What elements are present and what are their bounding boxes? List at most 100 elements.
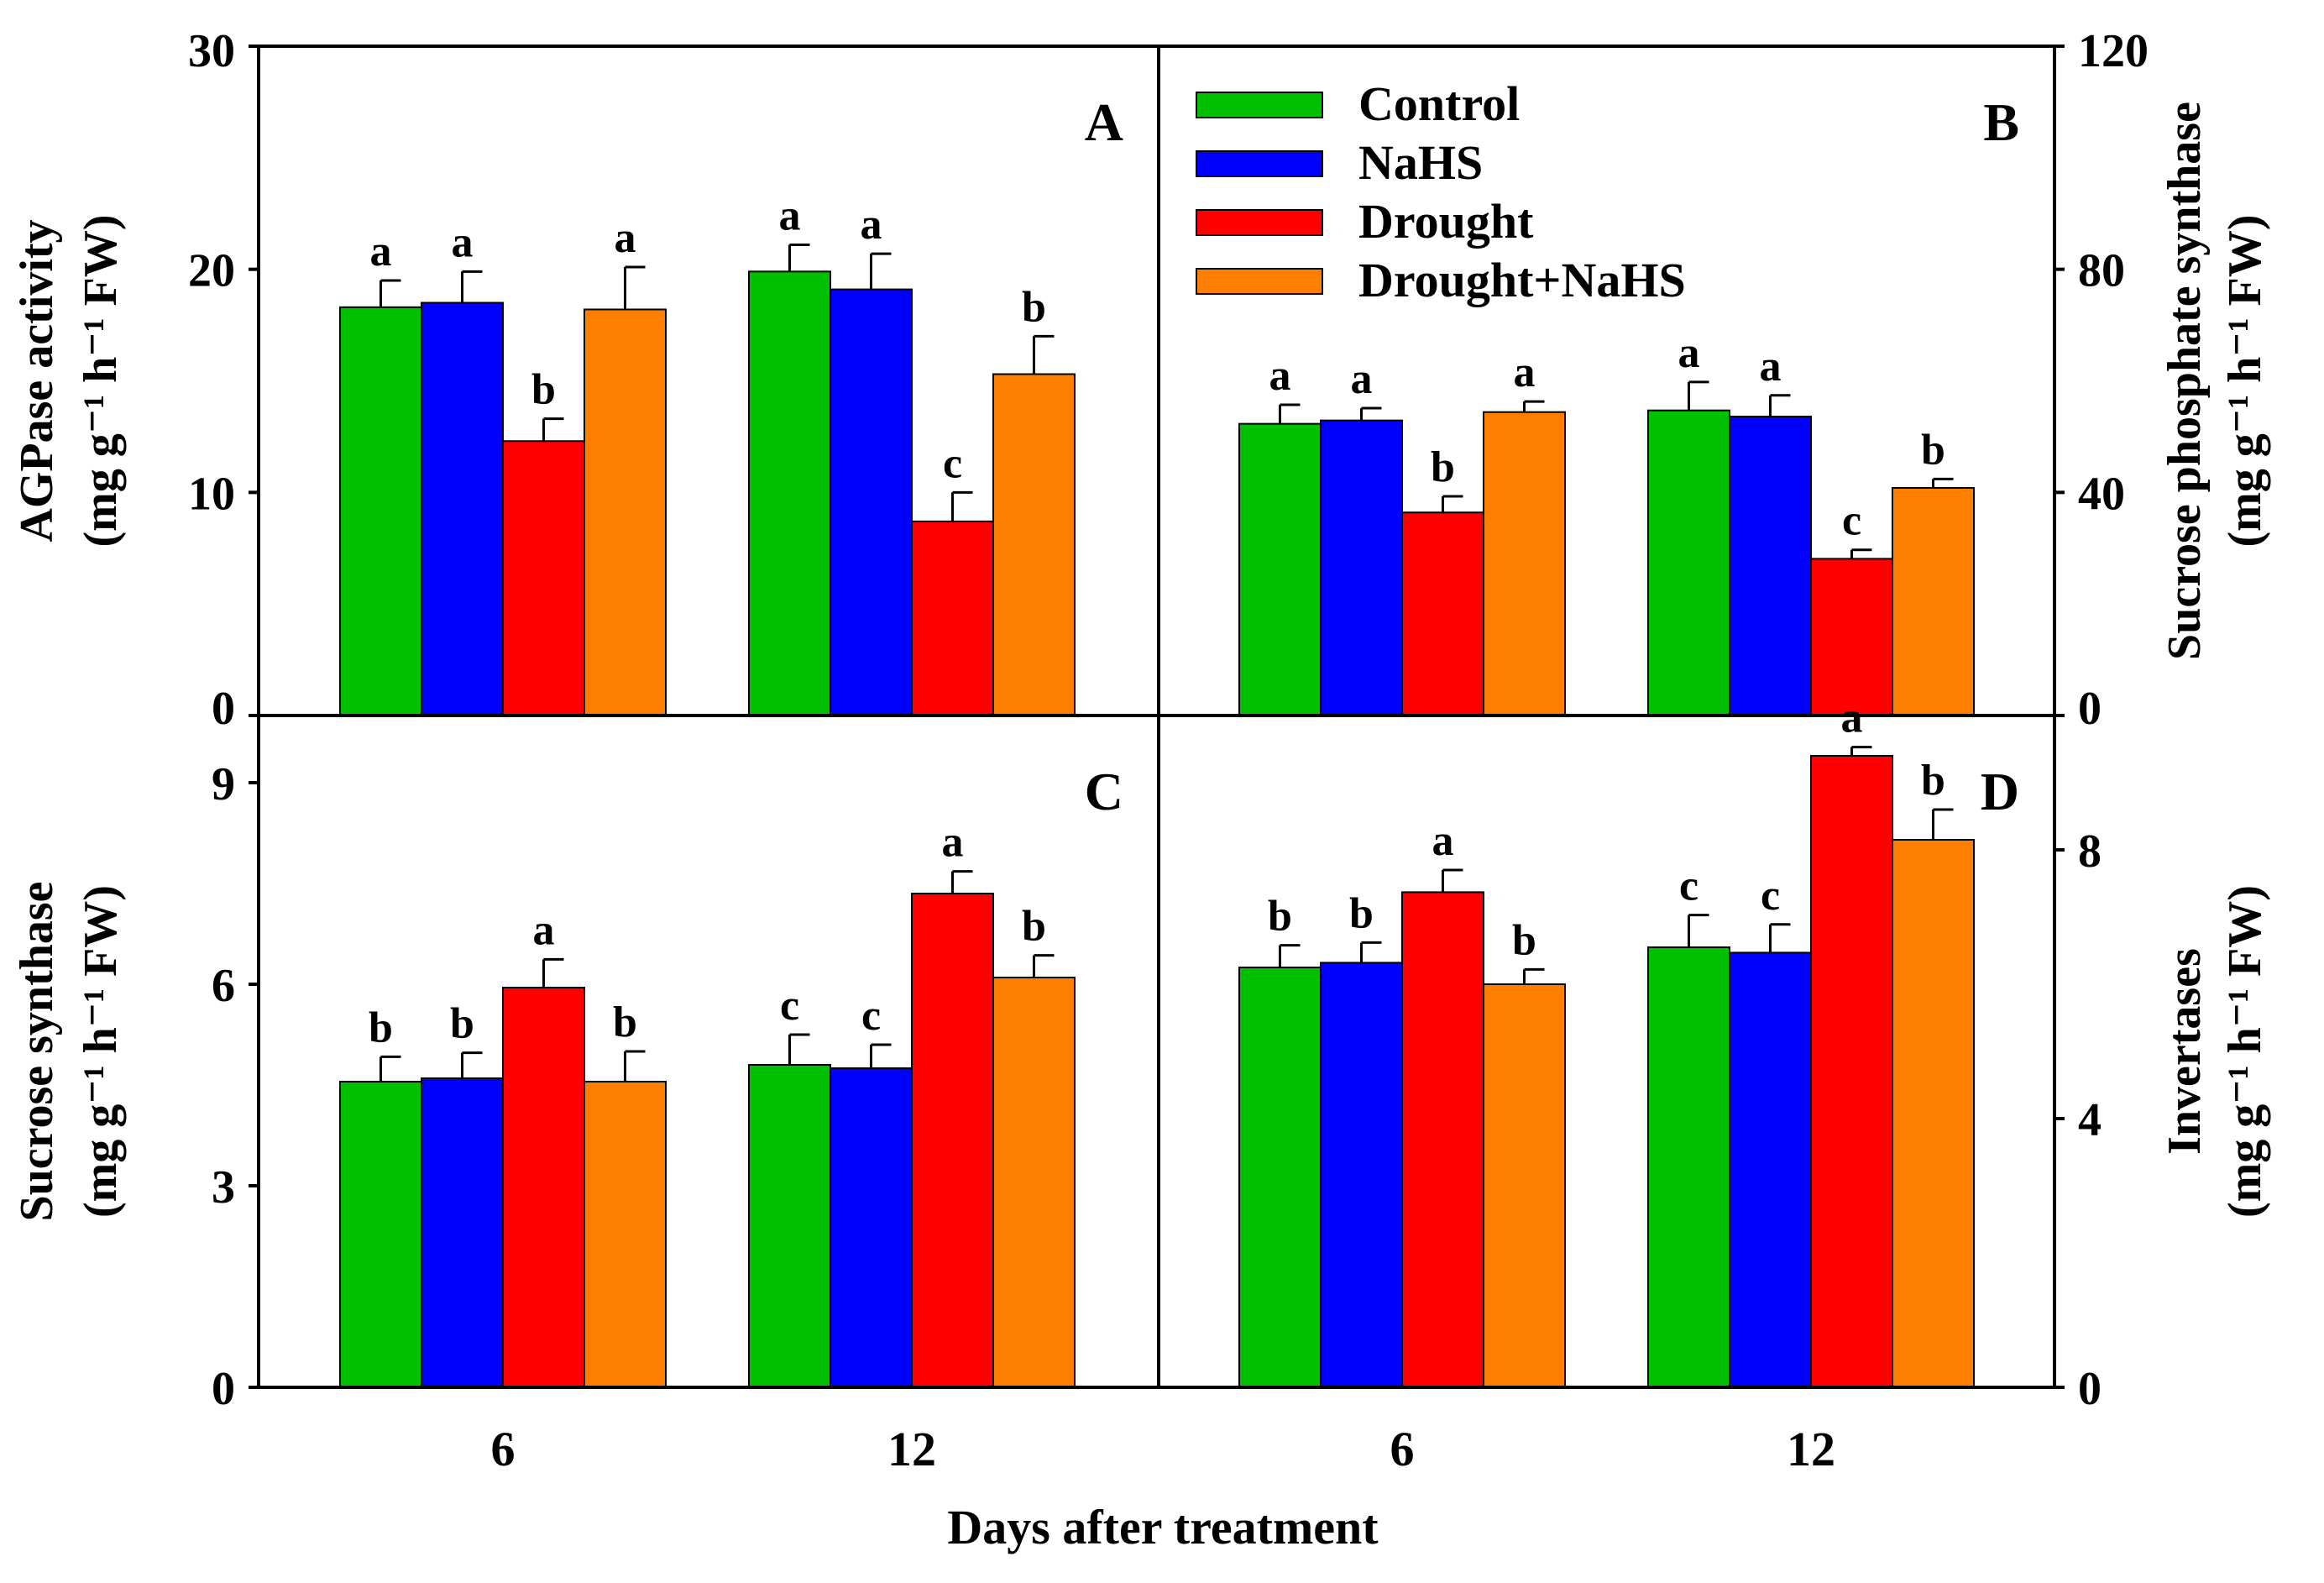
bar-C-nahs-6 — [421, 1077, 504, 1388]
bar-C-drought-nahs-12 — [992, 977, 1076, 1388]
y-tick-label: 0 — [2078, 1363, 2102, 1415]
panel-letter-D: D — [1981, 762, 2019, 821]
bar-A-nahs-6 — [421, 301, 504, 716]
legend-swatch-control — [1196, 92, 1323, 118]
x-category-label: 12 — [1787, 1422, 1835, 1476]
bar-D-nahs-6 — [1320, 962, 1403, 1389]
bar-C-control-12 — [748, 1064, 831, 1388]
bar-C-nahs-12 — [830, 1067, 913, 1388]
y-tick-label: 0 — [212, 683, 235, 735]
significance-letter: a — [452, 218, 474, 266]
legend-label: NaHS — [1358, 135, 1483, 190]
legend-label: Drought+NaHS — [1358, 253, 1686, 307]
y-tick-label: 30 — [188, 25, 235, 77]
significance-letter: a — [1269, 352, 1291, 400]
legend-swatch-nahs — [1196, 150, 1323, 177]
bar-B-nahs-6 — [1320, 419, 1403, 716]
y-axis-units-D: (mg g⁻¹ h⁻¹ FW) — [2219, 885, 2271, 1218]
x-category-label: 12 — [887, 1422, 936, 1476]
bar-D-drought-12 — [1810, 755, 1893, 1388]
bar-A-control-12 — [748, 270, 831, 717]
significance-letter: b — [1022, 903, 1046, 951]
significance-letter: b — [1921, 757, 1945, 805]
y-tick-label: 3 — [212, 1161, 235, 1213]
y-axis-title-A: AGPase activity — [11, 219, 63, 542]
y-axis-title-C: Sucrose synthase — [11, 881, 63, 1221]
significance-letter: a — [779, 191, 801, 239]
bar-D-drought-nahs-6 — [1483, 983, 1566, 1388]
y-axis-title-B: Sucrose phosphate synthase — [2159, 102, 2211, 660]
bar-B-nahs-12 — [1729, 416, 1812, 716]
significance-letter: c — [1761, 872, 1780, 920]
y-tick-label: 80 — [2078, 245, 2125, 297]
bar-D-control-12 — [1647, 946, 1730, 1388]
significance-letter: b — [450, 1000, 474, 1048]
significance-letter: a — [370, 228, 392, 275]
significance-letter: c — [1679, 862, 1699, 910]
significance-letter: c — [861, 992, 881, 1040]
x-category-label: 6 — [491, 1422, 516, 1476]
bar-C-drought-12 — [911, 893, 994, 1388]
significance-letter: c — [943, 439, 962, 487]
legend-swatch-drought-nahs — [1196, 268, 1323, 295]
significance-letter: b — [1921, 426, 1945, 474]
bar-B-drought-nahs-6 — [1483, 411, 1566, 716]
y-tick-label: 4 — [2078, 1094, 2102, 1146]
panel-letter-A: A — [1085, 92, 1123, 152]
bar-A-drought-nahs-6 — [584, 308, 667, 716]
panel-letter-C: C — [1085, 762, 1123, 821]
bar-C-control-6 — [339, 1081, 422, 1388]
significance-letter: b — [613, 999, 637, 1046]
significance-letter: a — [1432, 817, 1454, 865]
significance-letter: b — [1431, 443, 1455, 491]
bar-D-drought-nahs-12 — [1892, 839, 1975, 1388]
bar-D-control-6 — [1238, 967, 1322, 1388]
y-tick-label: 120 — [2078, 25, 2149, 77]
legend-swatch-drought — [1196, 209, 1323, 236]
significance-letter: a — [533, 906, 555, 954]
bar-A-drought-12 — [911, 520, 994, 716]
significance-letter: a — [1678, 329, 1700, 377]
y-tick-label: 10 — [188, 468, 235, 520]
bar-A-control-6 — [339, 306, 422, 716]
significance-letter: b — [1349, 889, 1374, 937]
x-category-label: 6 — [1390, 1422, 1415, 1476]
y-tick-label: 40 — [2078, 468, 2125, 520]
significance-letter: c — [780, 982, 799, 1030]
significance-letter: a — [942, 819, 964, 867]
legend-label: Drought — [1358, 194, 1534, 249]
panel-letter-B: B — [1983, 92, 2019, 152]
significance-letter: a — [1841, 695, 1863, 742]
bar-C-drought-6 — [502, 987, 585, 1388]
y-axis-units-B: (mg g⁻¹ h⁻¹ FW) — [2219, 215, 2271, 548]
significance-letter: a — [1514, 349, 1536, 396]
bar-B-control-12 — [1647, 409, 1730, 716]
y-tick-label: 9 — [212, 758, 235, 810]
bar-D-drought-6 — [1401, 891, 1484, 1388]
bar-A-drought-6 — [502, 440, 585, 716]
significance-letter: b — [1022, 283, 1046, 331]
y-tick-label: 8 — [2078, 826, 2102, 878]
y-tick-label: 0 — [2078, 683, 2102, 735]
bar-B-control-6 — [1238, 422, 1322, 716]
significance-letter: b — [1512, 916, 1536, 964]
y-tick-label: 6 — [212, 960, 235, 1012]
bar-A-drought-nahs-12 — [992, 373, 1076, 716]
significance-letter: a — [861, 201, 882, 249]
legend-label: Control — [1358, 76, 1520, 131]
bar-B-drought-12 — [1810, 558, 1893, 716]
significance-letter: c — [1842, 497, 1861, 545]
bar-D-nahs-12 — [1729, 951, 1812, 1388]
bars-layer — [339, 243, 1975, 1389]
y-axis-title-D: Invertases — [2159, 948, 2211, 1155]
bar-B-drought-nahs-12 — [1892, 487, 1975, 717]
significance-letter: a — [1760, 343, 1782, 391]
y-axis-units-A: (mg g⁻¹ h⁻¹ FW) — [75, 215, 127, 548]
significance-letter: b — [369, 1004, 393, 1051]
significance-letter: a — [1351, 355, 1373, 403]
bar-C-drought-nahs-6 — [584, 1081, 667, 1388]
frame-layer — [249, 45, 2065, 1389]
